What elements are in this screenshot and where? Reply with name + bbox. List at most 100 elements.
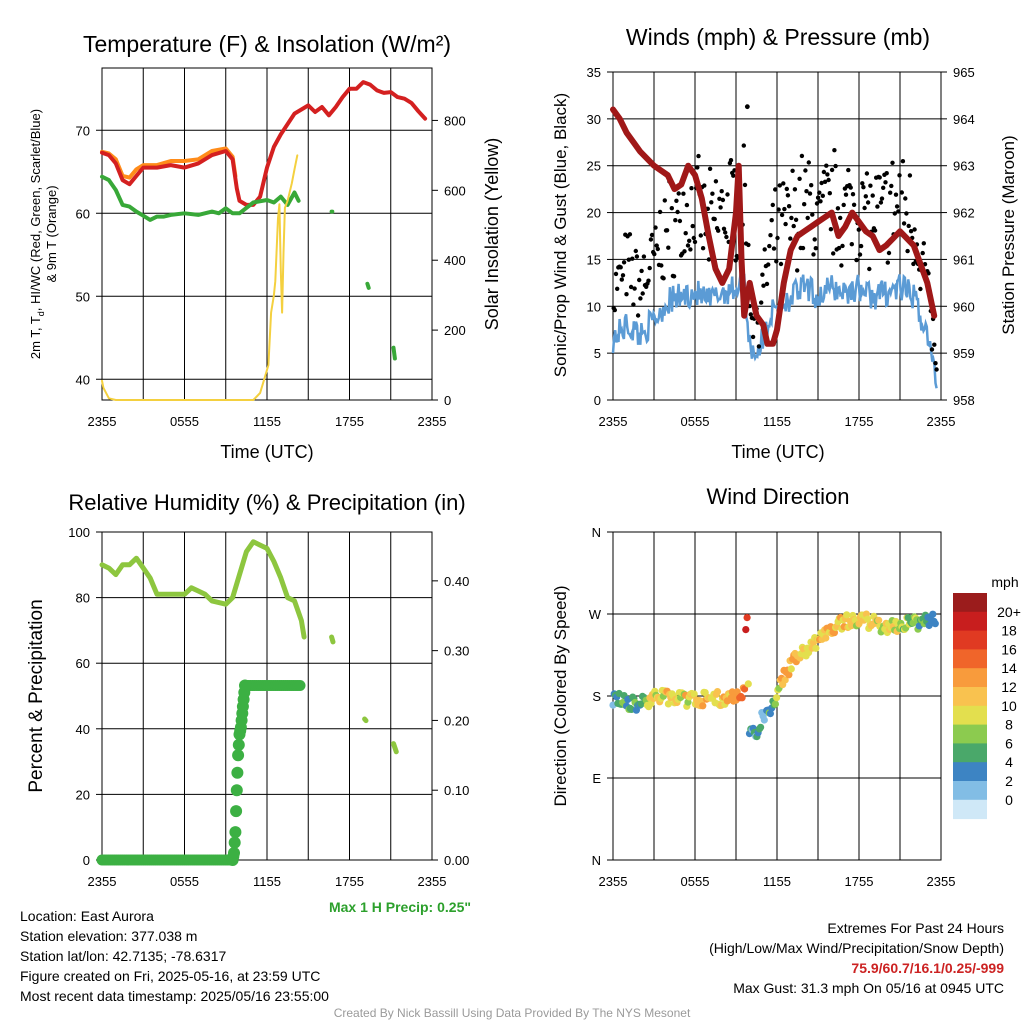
gust-point <box>905 248 910 254</box>
gust-point <box>707 166 713 171</box>
wind-direction-point <box>743 614 751 622</box>
temperature-right-tick-label: 600 <box>444 183 466 198</box>
winds-x-tick-label: 1755 <box>845 414 874 429</box>
gust-point <box>896 209 901 214</box>
gust-point <box>766 262 771 267</box>
gust-point <box>759 300 764 305</box>
gust-point <box>854 257 859 263</box>
gust-point <box>899 190 904 195</box>
wind-direction-point <box>741 685 749 693</box>
gust-point <box>687 238 692 243</box>
temperature-left-tick-label: 70 <box>76 123 90 138</box>
temperature-right-tick-label: 400 <box>444 253 466 268</box>
wind-direction-point <box>812 644 820 652</box>
gust-point <box>634 254 640 259</box>
gust-point <box>827 191 832 196</box>
gust-point <box>615 286 620 291</box>
gust-point <box>793 217 799 222</box>
gust-point <box>767 243 772 249</box>
gust-point <box>809 183 814 188</box>
winds-right-tick-label: 961 <box>953 252 975 267</box>
gust-point <box>640 291 645 296</box>
gust-point <box>619 277 624 282</box>
gust-point <box>664 228 670 233</box>
gust-point <box>788 236 793 241</box>
humidity-right-tick-label: 0.00 <box>444 853 469 868</box>
gust-point <box>817 190 822 195</box>
gust-point <box>836 245 842 251</box>
precipitation-point <box>232 749 245 762</box>
gust-point <box>620 273 626 278</box>
temperature-x-axis-label: Time (UTC) <box>220 442 313 462</box>
winds-right-axis-label: Station Pressure (Maroon) <box>999 135 1018 334</box>
gust-point <box>897 173 902 178</box>
winds-right-tick-label: 960 <box>953 299 975 314</box>
gust-point <box>790 168 795 173</box>
gust-point <box>774 259 779 264</box>
gust-point <box>831 251 836 256</box>
station-location: Location: East Aurora <box>20 908 154 924</box>
gust-point <box>818 199 823 204</box>
gust-point <box>900 159 906 164</box>
gust-point <box>628 284 634 290</box>
gust-point <box>696 153 701 159</box>
wind-direction-point <box>713 688 722 696</box>
gust-point <box>713 179 719 184</box>
humidity-left-tick-label: 100 <box>68 525 90 540</box>
max-precip-label: Max 1 H Precip: 0.25" <box>329 899 471 915</box>
gust-point <box>888 190 893 195</box>
colorbar-label: 8 <box>1005 717 1013 733</box>
extremes-values: 75.9/60.7/16.1/0.25/-999 <box>851 960 1004 976</box>
winds-left-tick-label: 20 <box>587 206 601 221</box>
gust-point <box>907 173 913 178</box>
precipitation-point <box>231 766 244 779</box>
station-info: Location: East Aurora Station elevation:… <box>20 906 329 1006</box>
gust-point <box>862 205 867 211</box>
gust-point <box>777 183 782 188</box>
humidity-left-tick-label: 20 <box>76 787 90 802</box>
colorbar-swatch <box>953 611 987 632</box>
temperature-right-tick-label: 0 <box>444 393 451 408</box>
temperature-series-5 <box>391 345 397 361</box>
gust-point <box>860 181 865 186</box>
wind-direction-x-tick-label: 1155 <box>763 874 791 889</box>
gust-point <box>822 179 828 184</box>
winds-left-tick-label: 30 <box>587 112 601 127</box>
winds-right-tick-label: 959 <box>953 346 975 361</box>
gust-point <box>904 211 909 216</box>
winds-left-tick-label: 15 <box>587 252 601 267</box>
gust-point <box>770 202 775 208</box>
gust-point <box>884 171 889 176</box>
colorbar-label: 10 <box>1001 698 1017 714</box>
gust-point <box>653 225 658 230</box>
temperature-x-tick-label: 1755 <box>335 414 364 429</box>
gust-point <box>841 202 846 208</box>
gust-point <box>630 256 635 261</box>
gust-point <box>671 274 677 279</box>
gust-point <box>819 180 824 186</box>
figure-created: Figure created on Fri, 2025-05-16, at 23… <box>20 968 321 984</box>
wind-direction-point <box>744 680 752 688</box>
gust-point <box>881 185 886 190</box>
gust-point <box>724 234 729 240</box>
gust-point <box>775 235 780 241</box>
precipitation-point <box>294 680 306 691</box>
gust-point <box>646 278 651 283</box>
colorbar-swatch <box>953 743 987 763</box>
wind-direction-point <box>766 710 775 718</box>
winds-x-axis-label: Time (UTC) <box>731 442 824 462</box>
gust-point <box>771 246 777 251</box>
humidity-x-tick-label: 2355 <box>418 874 447 889</box>
gust-point <box>857 252 863 257</box>
winds-right-tick-label: 965 <box>953 65 975 80</box>
gust-point <box>692 239 698 245</box>
gust-point <box>721 226 727 231</box>
wind-direction-point <box>787 665 795 673</box>
gust-point <box>669 206 674 211</box>
gust-point <box>824 163 829 168</box>
gust-point <box>878 200 884 205</box>
gust-point <box>637 277 642 283</box>
colorbar-swatch <box>953 705 987 726</box>
wind-direction-panel: Wind Direction Direction (Colored By Spe… <box>551 484 1021 889</box>
